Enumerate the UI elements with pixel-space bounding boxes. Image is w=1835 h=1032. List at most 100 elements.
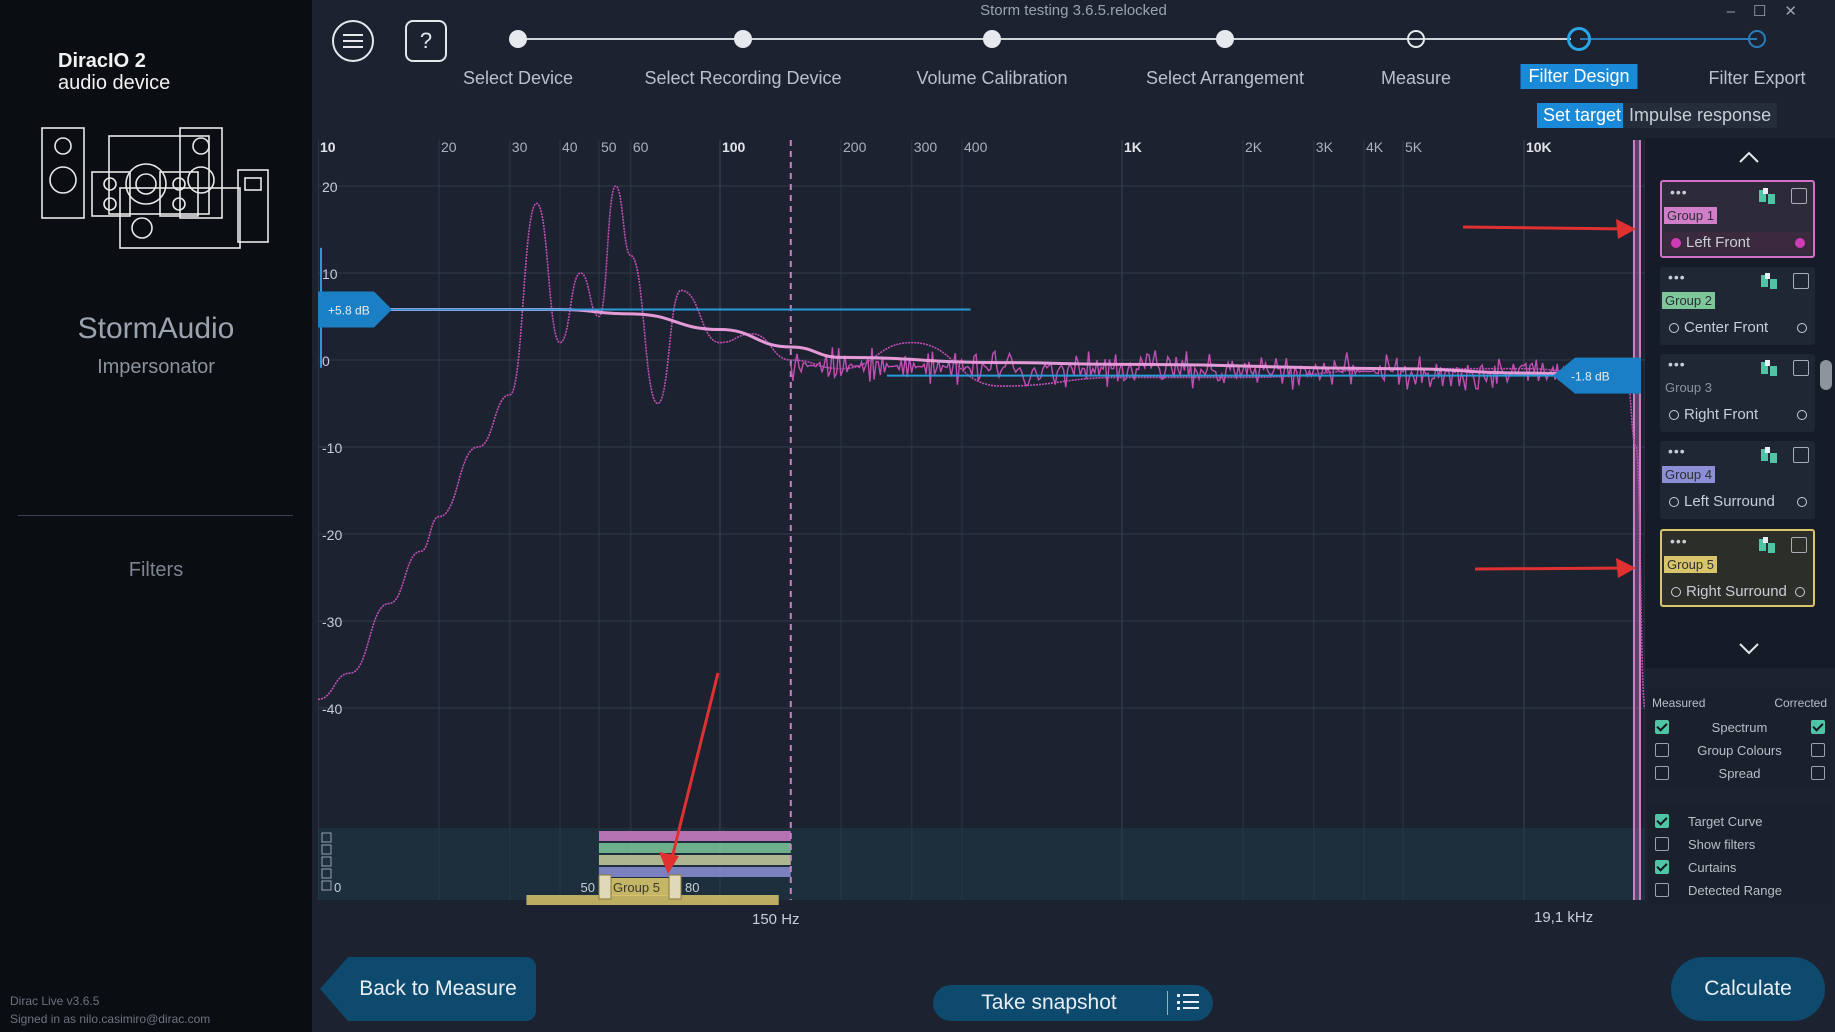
take-snapshot-button[interactable]: Take snapshot (933, 985, 1213, 1021)
show-filters-checkbox[interactable] (1655, 837, 1669, 851)
y-tick-label: -20 (322, 527, 342, 543)
annotation-arrow-line (1474, 566, 1634, 571)
group-range-bar[interactable] (598, 867, 791, 877)
detected-range-checkbox[interactable] (1655, 883, 1669, 897)
y-tick-label: 20 (322, 179, 338, 195)
step-select-device[interactable]: Select Device (462, 68, 574, 88)
tab-set-target[interactable]: Set target (1537, 103, 1628, 128)
group-options-icon[interactable]: ••• (1668, 269, 1686, 285)
group-channel[interactable]: Right Surround (1664, 581, 1811, 603)
group-row-checkbox[interactable] (321, 844, 332, 855)
back-to-measure-button[interactable]: Back to Measure (320, 957, 536, 1021)
group-eye-icon[interactable] (1793, 360, 1809, 376)
group-channel[interactable]: Right Front (1662, 404, 1813, 426)
group-compare-icon[interactable] (1759, 188, 1775, 204)
group-row-checkbox[interactable] (321, 880, 332, 891)
chevron-up-icon[interactable] (1738, 150, 1760, 164)
group-eye-icon[interactable] (1793, 447, 1809, 463)
step-volume-calibration[interactable]: Volume Calibration (916, 68, 1068, 88)
group-row-checkbox[interactable] (321, 868, 332, 879)
group-row-checkbox[interactable] (321, 856, 332, 867)
y-tick-label: -10 (322, 440, 342, 456)
close-button[interactable]: ✕ (1784, 3, 1815, 20)
group-eye-icon[interactable] (1791, 537, 1807, 553)
tab-impulse-response[interactable]: Impulse response (1623, 103, 1778, 128)
step-select-recording-device[interactable]: Select Recording Device (644, 68, 842, 88)
group5-range-selector[interactable] (604, 878, 678, 896)
corrected-spectrum-checkbox[interactable] (1811, 720, 1825, 734)
curtains-checkbox[interactable] (1655, 860, 1669, 874)
step-dot-select-device[interactable] (509, 30, 527, 48)
x-tick-label: 10 (320, 140, 336, 155)
step-dot-measure[interactable] (1407, 30, 1425, 48)
help-button[interactable]: ? (405, 20, 447, 62)
group-range-bar[interactable] (598, 843, 791, 853)
corrected-group-colours-checkbox[interactable] (1811, 743, 1825, 757)
group-options-icon[interactable]: ••• (1668, 443, 1686, 459)
step-filter-design[interactable]: Filter Design (1520, 64, 1638, 89)
group5-range-handle-high[interactable] (668, 874, 682, 900)
group-card-4[interactable]: ••• Group 4 Left Surround (1660, 441, 1815, 519)
group-range-bar[interactable] (598, 855, 791, 865)
group-compare-icon[interactable] (1759, 537, 1775, 553)
group-card-5[interactable]: ••• Group 5 Right Surround (1660, 529, 1815, 607)
snapshot-list-icon[interactable] (1177, 993, 1199, 1011)
group-card-1[interactable]: ••• Group 1 Left Front (1660, 180, 1815, 258)
step-select-arrangement[interactable]: Select Arrangement (1145, 68, 1305, 88)
group-eye-icon[interactable] (1791, 188, 1807, 204)
display-option-label: Target Curve (1688, 814, 1763, 829)
group-list-scrollbar[interactable] (1820, 360, 1832, 390)
spectrum-options: Measured Corrected Spectrum Group Colours… (1648, 688, 1831, 788)
sidebar-item-filters[interactable]: Filters (128, 559, 184, 581)
group-compare-icon[interactable] (1761, 447, 1777, 463)
measured-spread-checkbox[interactable] (1655, 766, 1669, 780)
step-dot-select-arrangement[interactable] (1216, 30, 1234, 48)
group5-range-bar[interactable] (526, 895, 779, 905)
target-curve-checkbox[interactable] (1655, 814, 1669, 828)
right-level-handle[interactable] (1553, 357, 1641, 394)
group-channel[interactable]: Center Front (1662, 317, 1813, 339)
step-dot-filter-export[interactable] (1748, 30, 1766, 48)
step-measure[interactable]: Measure (1380, 68, 1452, 88)
step-dot-filter-design[interactable] (1567, 27, 1591, 51)
group-card-2[interactable]: ••• Group 2 Center Front (1660, 267, 1815, 345)
group-range-bar[interactable] (598, 831, 791, 841)
channel-label: Right Surround (1686, 583, 1787, 600)
annotation-arrow-line (1462, 225, 1634, 231)
maximize-button[interactable]: ☐ (1752, 3, 1785, 20)
measured-group-colours-checkbox[interactable] (1655, 743, 1669, 757)
group-row-checkbox[interactable] (321, 832, 332, 843)
group-compare-icon[interactable] (1761, 360, 1777, 376)
channel-radio-icon[interactable] (1671, 238, 1681, 248)
sidebar: DiracIO 2 audio device StormAudio Impers… (0, 0, 312, 1032)
calculate-button[interactable]: Calculate (1671, 957, 1825, 1021)
menu-button[interactable] (332, 20, 374, 62)
minimize-button[interactable]: – (1726, 3, 1753, 20)
step-filter-export[interactable]: Filter Export (1708, 68, 1806, 88)
group-options-icon[interactable]: ••• (1670, 533, 1688, 549)
step-dot-volume-calibration[interactable] (983, 30, 1001, 48)
left-level-handle[interactable] (318, 291, 392, 328)
group-channel[interactable]: Left Surround (1662, 491, 1813, 513)
group-options-icon[interactable]: ••• (1670, 184, 1688, 200)
channel-radio-icon[interactable] (1671, 587, 1681, 597)
group-tag: Group 3 (1665, 380, 1712, 395)
group-compare-icon[interactable] (1761, 273, 1777, 289)
group-card-3[interactable]: ••• Group 3 Right Front (1660, 354, 1815, 432)
channel-status-icon (1795, 238, 1805, 248)
group-options-icon[interactable]: ••• (1668, 356, 1686, 372)
step-dot-select-recording-device[interactable] (734, 30, 752, 48)
group-eye-icon[interactable] (1793, 273, 1809, 289)
group5-range-handle-low[interactable] (598, 874, 612, 900)
channel-radio-icon[interactable] (1669, 323, 1679, 333)
frequency-response-chart[interactable]: 1020304050601002003004001K2K3K4K5K10K20K… (318, 140, 1645, 935)
measured-spectrum-checkbox[interactable] (1655, 720, 1669, 734)
channel-radio-icon[interactable] (1669, 497, 1679, 507)
group-tag: Group 4 (1662, 466, 1715, 483)
brand-line1: DiracIO 2 (58, 50, 146, 72)
corrected-spread-checkbox[interactable] (1811, 766, 1825, 780)
chevron-down-icon[interactable] (1738, 642, 1760, 656)
group-channel[interactable]: Left Front (1664, 232, 1811, 254)
high-frequency-curtain[interactable] (1632, 140, 1641, 900)
channel-radio-icon[interactable] (1669, 410, 1679, 420)
